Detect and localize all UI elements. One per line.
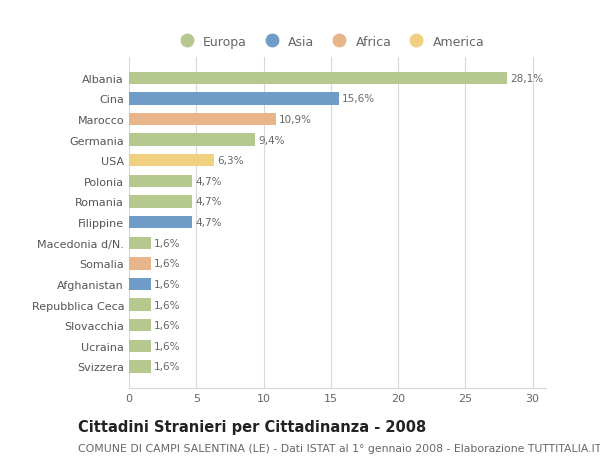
Bar	[129, 217, 192, 229]
Bar	[129, 134, 256, 146]
Text: 1,6%: 1,6%	[154, 238, 181, 248]
Text: 1,6%: 1,6%	[154, 320, 181, 330]
Text: 1,6%: 1,6%	[154, 341, 181, 351]
Bar	[129, 340, 151, 352]
Bar	[129, 299, 151, 311]
Bar	[129, 278, 151, 291]
Text: 1,6%: 1,6%	[154, 259, 181, 269]
Bar	[129, 175, 192, 188]
Text: 28,1%: 28,1%	[511, 73, 544, 84]
Text: 9,4%: 9,4%	[259, 135, 286, 146]
Bar	[129, 113, 275, 126]
Text: 1,6%: 1,6%	[154, 362, 181, 372]
Text: 1,6%: 1,6%	[154, 300, 181, 310]
Text: 4,7%: 4,7%	[196, 176, 222, 186]
Bar	[129, 93, 339, 105]
Text: Cittadini Stranieri per Cittadinanza - 2008: Cittadini Stranieri per Cittadinanza - 2…	[78, 419, 426, 434]
Text: 10,9%: 10,9%	[279, 115, 312, 125]
Bar	[129, 360, 151, 373]
Bar	[129, 319, 151, 332]
Bar	[129, 73, 507, 85]
Text: 4,7%: 4,7%	[196, 218, 222, 228]
Text: 15,6%: 15,6%	[342, 94, 376, 104]
Text: 6,3%: 6,3%	[217, 156, 244, 166]
Bar	[129, 196, 192, 208]
Bar	[129, 257, 151, 270]
Text: COMUNE DI CAMPI SALENTINA (LE) - Dati ISTAT al 1° gennaio 2008 - Elaborazione TU: COMUNE DI CAMPI SALENTINA (LE) - Dati IS…	[78, 443, 600, 453]
Bar	[129, 155, 214, 167]
Legend: Europa, Asia, Africa, America: Europa, Asia, Africa, America	[169, 31, 489, 54]
Text: 4,7%: 4,7%	[196, 197, 222, 207]
Bar	[129, 237, 151, 249]
Text: 1,6%: 1,6%	[154, 280, 181, 289]
